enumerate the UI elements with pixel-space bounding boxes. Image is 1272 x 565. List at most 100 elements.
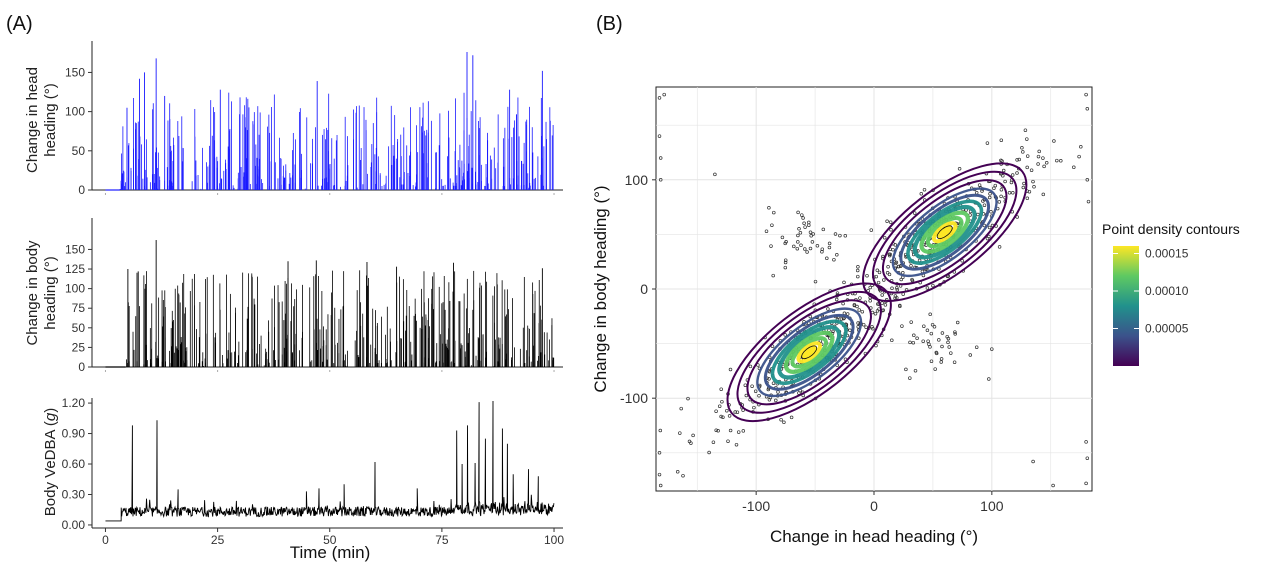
- scatter-point: [789, 415, 794, 420]
- scatter-point: [657, 134, 662, 138]
- scatter-point: [957, 167, 962, 171]
- scatter-point: [999, 138, 1004, 142]
- density-legend: Point density contours 0.00005 0.00010 0.0…: [1102, 221, 1240, 366]
- scatter-point: [895, 296, 899, 300]
- scatter-point: [796, 240, 800, 244]
- scatter-point: [815, 244, 820, 248]
- scatter-point: [1031, 179, 1035, 184]
- scatter-point: [662, 92, 666, 97]
- scatter-point: [921, 339, 925, 343]
- scatter-point: [856, 274, 860, 279]
- scatter-point: [1020, 146, 1024, 150]
- scatter-point: [779, 417, 783, 422]
- scatter-point: [1011, 191, 1015, 195]
- scatter-point: [1036, 154, 1041, 159]
- scatter-point: [868, 285, 872, 290]
- scatter-point: [1084, 481, 1088, 486]
- scatter-point: [912, 211, 917, 215]
- scatter-point: [1044, 161, 1049, 165]
- density-contour: [777, 325, 842, 380]
- scatter-point: [725, 408, 729, 413]
- scatter-point: [1041, 156, 1045, 160]
- scatter-point: [771, 273, 775, 278]
- scatter-point: [687, 439, 692, 444]
- scatter-point: [1036, 162, 1040, 166]
- spike-series: [126, 240, 555, 367]
- scatter-point: [887, 272, 892, 277]
- scatter-point: [798, 231, 803, 235]
- scatter-point: [801, 216, 805, 220]
- scatter-point: [728, 428, 733, 433]
- scatter-point: [841, 316, 846, 321]
- scatter-point: [868, 299, 872, 303]
- scatter-point: [893, 296, 897, 300]
- scatter-point: [842, 280, 846, 285]
- density-contour: [796, 341, 822, 364]
- scatter-point: [1031, 459, 1035, 464]
- vedba-y-title-unit: g: [42, 412, 59, 421]
- density-contour: [736, 290, 882, 414]
- x-tick-label: 0: [102, 533, 109, 547]
- scatter-point: [997, 245, 1002, 249]
- scatter-point: [1085, 456, 1090, 460]
- scatter-point: [805, 250, 809, 254]
- scatter-point: [1015, 158, 1019, 162]
- scatter-point: [657, 472, 662, 477]
- scatter-point: [810, 240, 815, 244]
- body-y-axis-title-line1: Change in body: [24, 240, 41, 346]
- scatter-point: [719, 387, 723, 391]
- scatter-point: [999, 187, 1004, 192]
- y-tick-label: 100: [625, 172, 649, 188]
- scatter-point: [871, 326, 875, 331]
- head-heading-chart: Change in head heading (°) 0 50 100 150: [24, 41, 563, 197]
- scatter-point: [770, 344, 775, 348]
- scatter-point: [992, 186, 996, 191]
- vedba-y-title-part3: ): [42, 408, 59, 413]
- scatter-point: [912, 333, 916, 338]
- y-tick-label: 125: [65, 262, 85, 276]
- scatter-point: [895, 286, 899, 290]
- density-contour: [906, 199, 984, 265]
- body-heading-chart: Change in body heading (°) 0 25 50 75 100 125…: [24, 218, 563, 374]
- density-contour: [763, 313, 855, 391]
- scatter-point: [1023, 128, 1028, 132]
- scatter-point: [997, 200, 1002, 204]
- scatter-point: [898, 264, 903, 269]
- scatter-point: [1025, 196, 1030, 201]
- y-tick-label: 100: [65, 282, 85, 296]
- scatter-point: [839, 317, 844, 321]
- scatter-point: [925, 286, 930, 290]
- scatter-point: [733, 410, 737, 414]
- scatter-point: [783, 265, 788, 270]
- scatter-point: [873, 311, 878, 316]
- scatter-point: [987, 225, 992, 230]
- scatter-point: [741, 429, 746, 433]
- scatter-point: [726, 439, 730, 443]
- scatter-point: [1027, 189, 1032, 194]
- scatter-point: [657, 451, 662, 455]
- scatter-point: [799, 243, 803, 248]
- scatter-point: [780, 235, 785, 240]
- scatter-point: [898, 303, 902, 308]
- scatter-point: [767, 377, 771, 381]
- scatter-point: [675, 470, 680, 474]
- scatter-point: [807, 223, 811, 227]
- scatter-point: [811, 232, 815, 236]
- scatter-point: [913, 368, 918, 373]
- panel-label-a: (A): [6, 13, 33, 35]
- scatter-point: [838, 233, 842, 238]
- scatter-point: [1072, 165, 1076, 170]
- scatter-point: [953, 330, 957, 334]
- density-contour: [931, 221, 958, 244]
- x-tick-label: 0: [870, 498, 878, 514]
- scatter-point: [721, 415, 725, 419]
- y-tick-label: 1.20: [62, 396, 86, 410]
- scatter-point: [1086, 199, 1091, 204]
- scatter-point: [782, 420, 786, 425]
- scatter-point: [1017, 157, 1021, 162]
- scatter-point: [802, 221, 806, 226]
- scatter-point: [922, 187, 927, 192]
- scatter-point: [727, 414, 732, 418]
- x-tick-label: 75: [435, 533, 449, 547]
- scatter-point: [1085, 178, 1090, 182]
